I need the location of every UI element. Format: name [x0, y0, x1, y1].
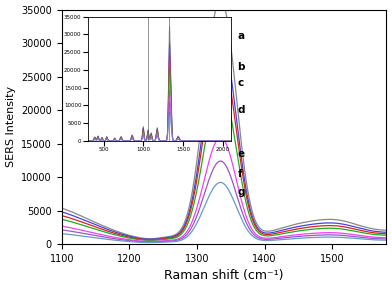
Text: b: b: [238, 62, 245, 71]
Text: f: f: [238, 169, 242, 179]
Y-axis label: SERS Intensity: SERS Intensity: [5, 86, 16, 167]
X-axis label: Raman shift (cm⁻¹): Raman shift (cm⁻¹): [164, 270, 284, 283]
Text: c: c: [238, 78, 244, 88]
Text: g: g: [238, 187, 245, 197]
Text: e: e: [238, 149, 245, 159]
Text: a: a: [238, 31, 245, 41]
Text: d: d: [238, 105, 245, 115]
